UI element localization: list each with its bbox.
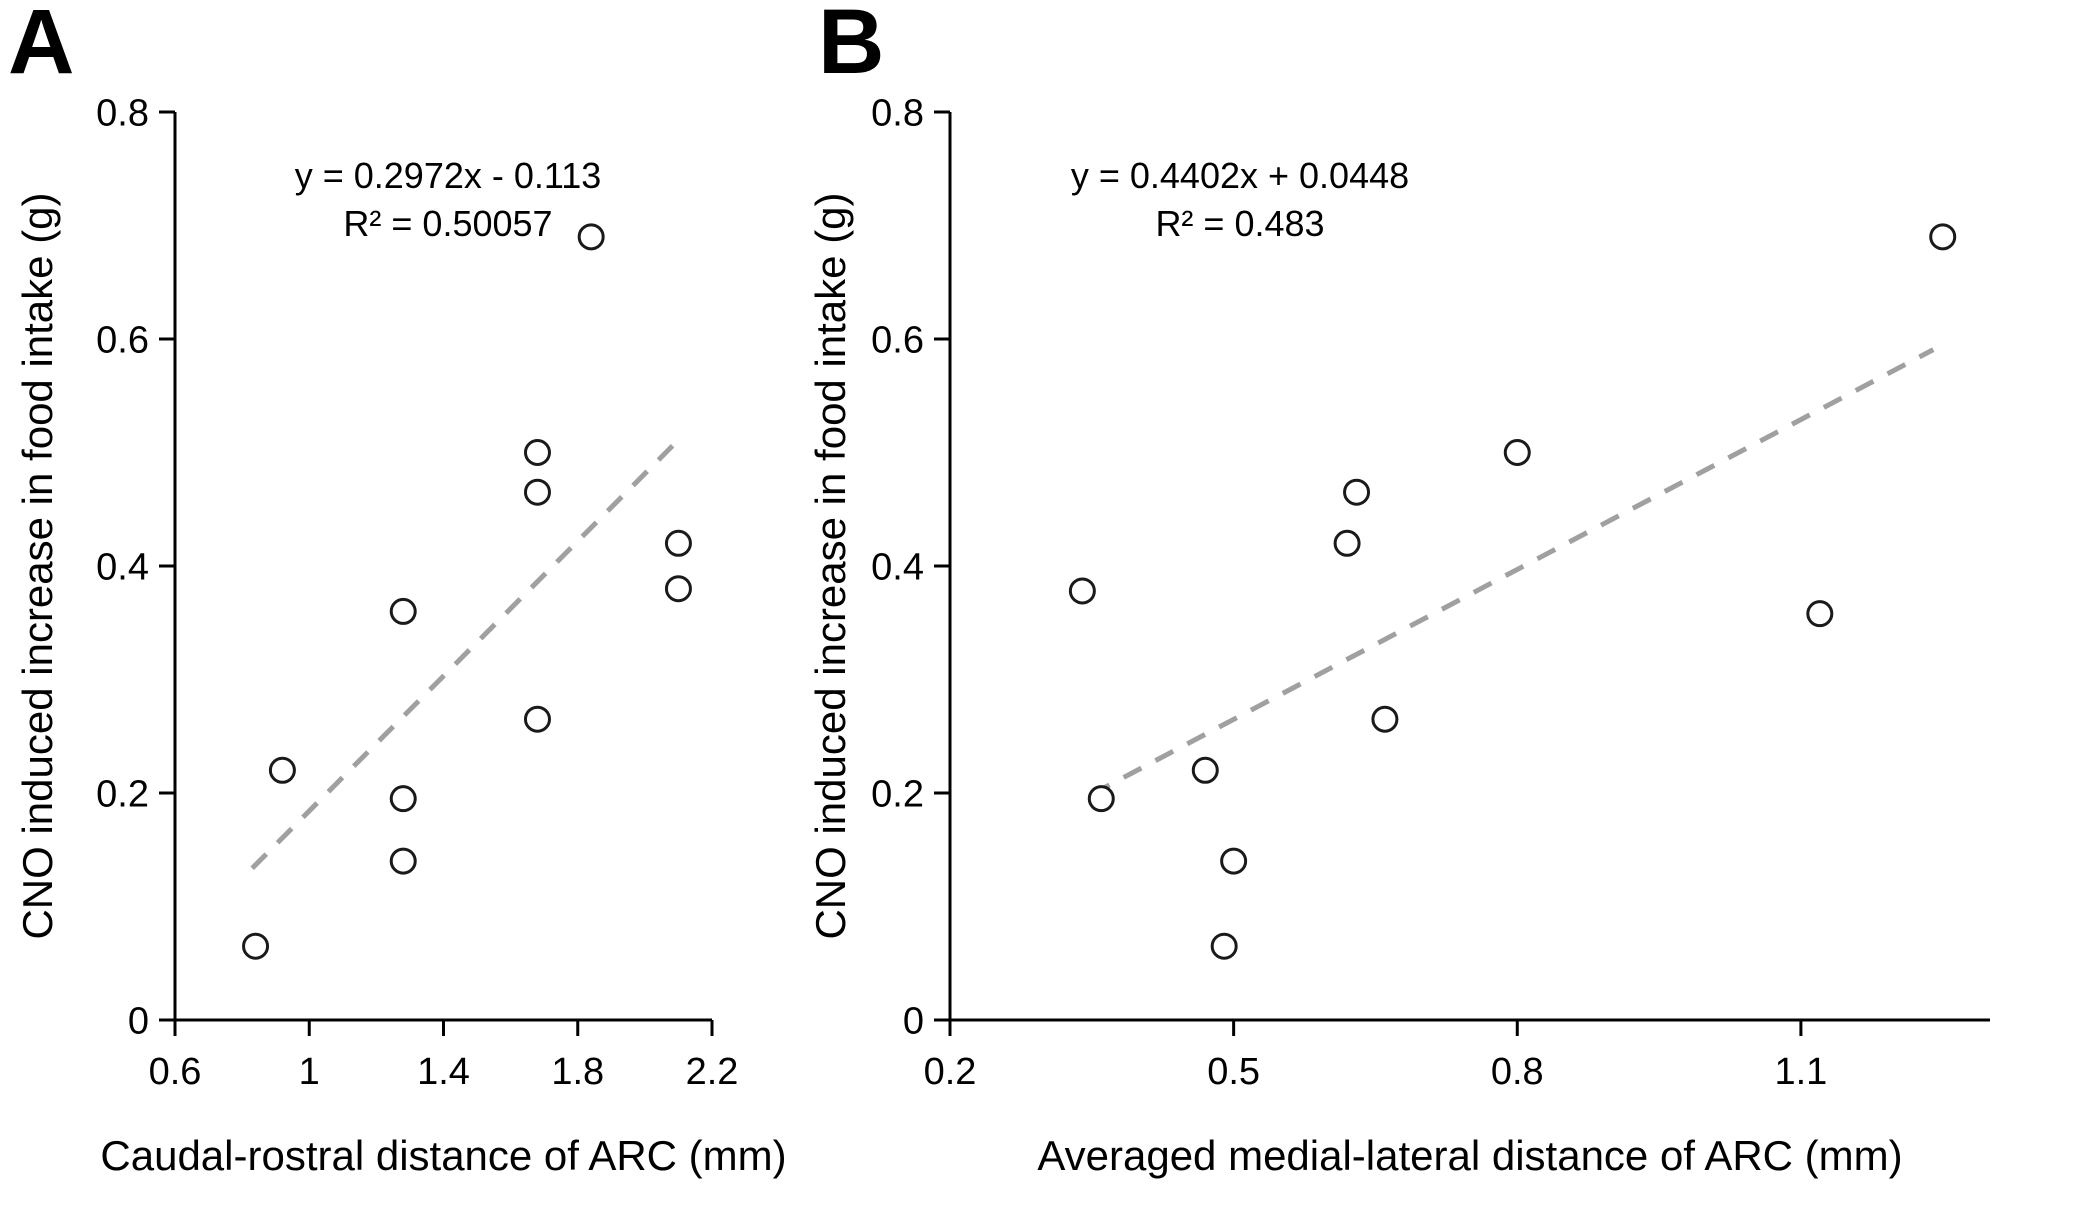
data-point [1929, 223, 1957, 251]
equation-text: y = 0.2972x - 0.113 [295, 155, 602, 196]
data-point [1806, 600, 1834, 628]
panel-a-letter: A [8, 0, 75, 93]
x-tick-label: 0.8 [1491, 1051, 1544, 1093]
trend-line [1090, 347, 1935, 797]
x-tick-label: 1.4 [417, 1051, 470, 1093]
data-point [1333, 529, 1361, 557]
r-squared-text: R² = 0.483 [1155, 203, 1324, 244]
panel-b-letter: B [818, 0, 885, 93]
y-tick-label: 0.2 [96, 773, 149, 815]
data-point [523, 478, 551, 506]
y-axis-title: CNO induced increase in food intake (g) [807, 192, 854, 939]
y-axis-title: CNO induced increase in food intake (g) [14, 192, 61, 939]
y-tick-label: 0.8 [871, 92, 924, 134]
data-point [523, 705, 551, 733]
data-point [268, 756, 296, 784]
data-point [577, 223, 605, 251]
data-point [1068, 577, 1096, 605]
y-tick-label: 0.4 [871, 546, 924, 588]
data-point [389, 597, 417, 625]
x-tick-label: 2.2 [686, 1051, 739, 1093]
equation-text: y = 0.4402x + 0.0448 [1071, 155, 1409, 196]
x-axis-title: Caudal-rostral distance of ARC (mm) [100, 1132, 786, 1179]
data-point [389, 847, 417, 875]
data-point [1220, 847, 1248, 875]
x-tick-label: 1.8 [551, 1051, 604, 1093]
data-point [1343, 478, 1371, 506]
x-tick-label: 1 [299, 1051, 320, 1093]
data-point [1191, 756, 1219, 784]
y-tick-label: 0.4 [96, 546, 149, 588]
data-point [1503, 439, 1531, 466]
trend-line [250, 438, 681, 871]
data-point [1087, 785, 1115, 813]
data-point [1210, 932, 1238, 960]
y-tick-label: 0.2 [871, 773, 924, 815]
y-tick-label: 0.6 [871, 319, 924, 361]
x-tick-label: 0.2 [924, 1051, 977, 1093]
data-point [1371, 705, 1399, 733]
data-point [523, 439, 551, 466]
y-tick-label: 0 [903, 1000, 924, 1042]
y-tick-label: 0.8 [96, 92, 149, 134]
r-squared-text: R² = 0.50057 [343, 203, 552, 244]
x-tick-label: 1.1 [1774, 1051, 1827, 1093]
x-tick-label: 0.6 [149, 1051, 202, 1093]
x-axis-title: Averaged medial-lateral distance of ARC … [1037, 1132, 1902, 1179]
data-point [664, 575, 692, 603]
data-point [389, 785, 417, 813]
data-point [664, 529, 692, 557]
y-tick-label: 0.6 [96, 319, 149, 361]
panel-a-plot: 0 0.2 0.4 0.6 0.8 0.6 1 1.4 1.8 2.2 Caudal-rostral… [14, 92, 787, 1179]
y-tick-label: 0 [128, 1000, 149, 1042]
x-tick-label: 0.5 [1207, 1051, 1260, 1093]
data-point [242, 932, 270, 960]
